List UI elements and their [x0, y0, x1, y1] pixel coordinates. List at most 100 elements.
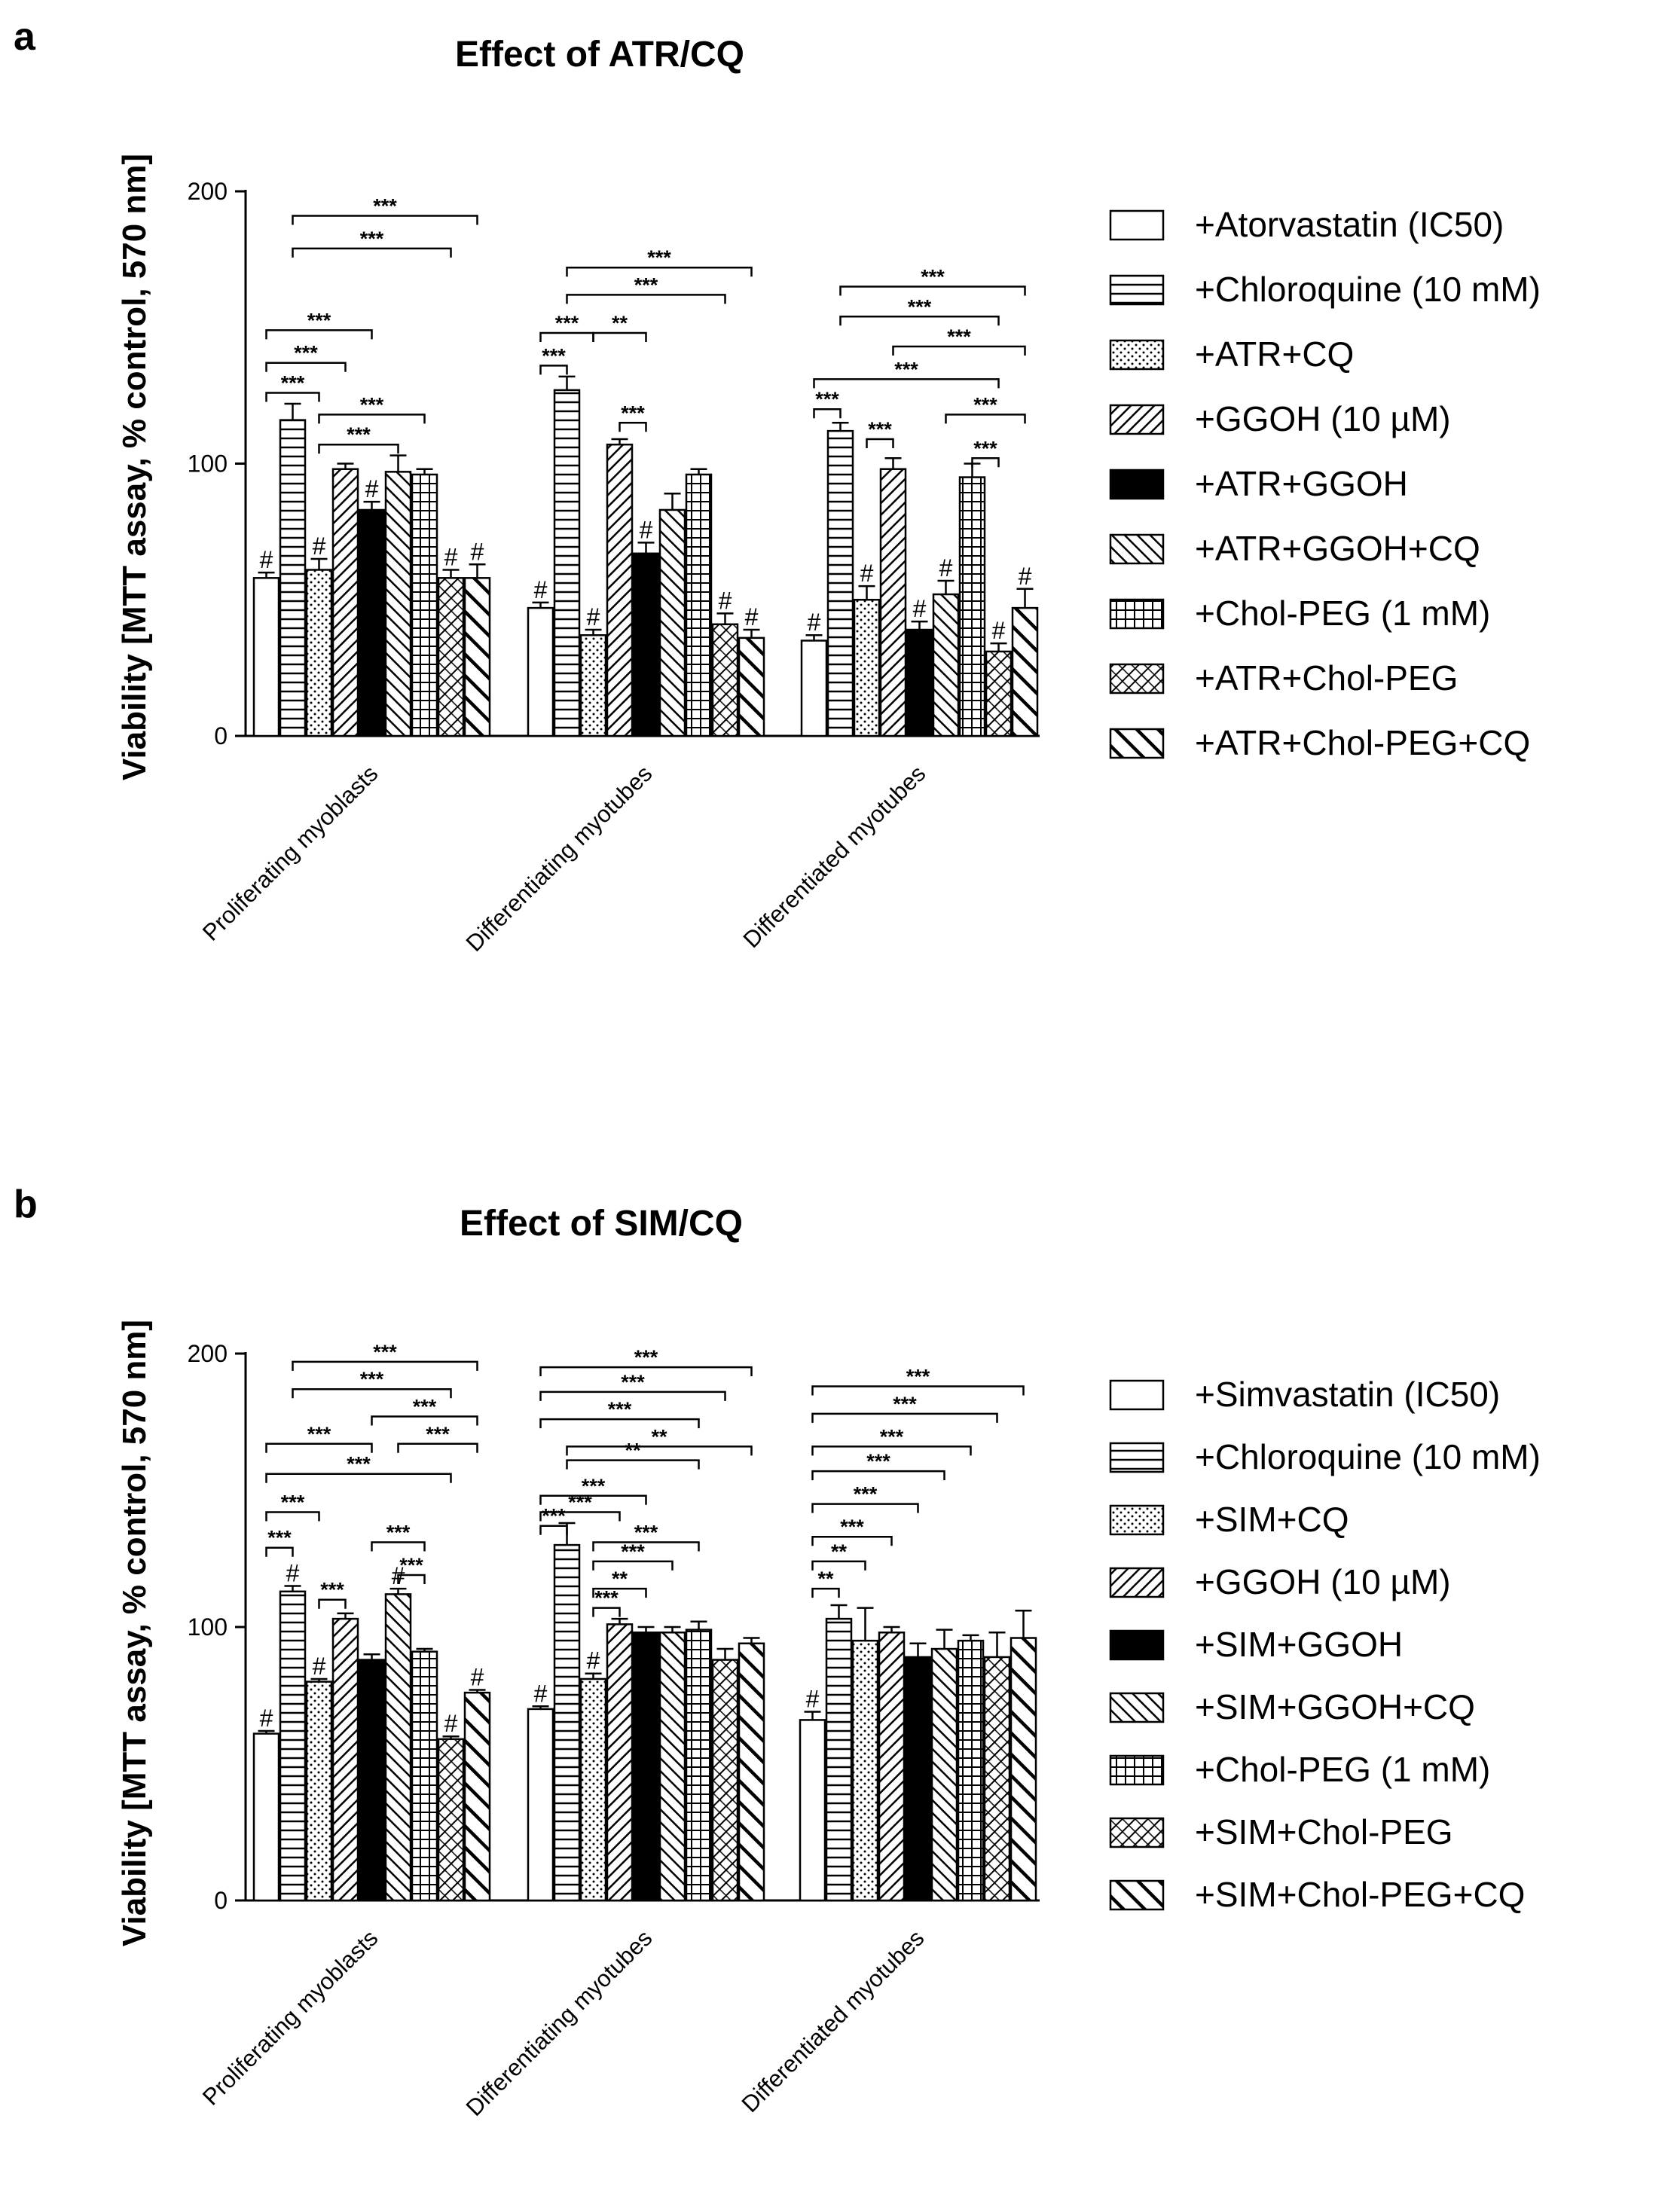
significance-hash: # — [640, 516, 653, 543]
category-label: Proliferating myoblasts — [197, 760, 383, 945]
bar-ggoh-10-m — [879, 468, 907, 737]
legend-label: +Chloroquine (10 mM) — [1195, 270, 1541, 309]
significance-hash: # — [992, 617, 1006, 644]
bar-simvastatin-ic50 — [527, 1708, 554, 1902]
panel-b-letter: b — [14, 1183, 38, 1226]
legend-swatch — [1109, 728, 1165, 759]
bar-sim-ggoh-cq — [658, 1632, 686, 1902]
panel-a-plot: 0100200################*****************… — [188, 178, 1040, 957]
significance-label: *** — [399, 1554, 423, 1577]
significance-bracket — [265, 1511, 320, 1522]
significance-label: *** — [373, 195, 397, 218]
legend-label: +ATR+Chol-PEG — [1195, 658, 1458, 698]
bar-atr-ggoh-cq — [658, 508, 686, 737]
panel-a-y-axis-label: Viability [MTT assay, % control, 570 nm] — [116, 154, 153, 780]
legend-item-simvastatin-ic50: +Simvastatin (IC50) — [1109, 1375, 1500, 1414]
legend-item-atorvastatin-ic50: +Atorvastatin (IC50) — [1109, 205, 1504, 244]
significance-hash: # — [286, 1560, 300, 1587]
significance-bracket — [566, 1459, 700, 1470]
bar-atr-chol-peg — [711, 623, 739, 737]
significance-label: *** — [347, 1453, 371, 1476]
significance-bracket — [397, 1574, 426, 1585]
significance-label: ** — [651, 1425, 667, 1448]
significance-label: *** — [281, 372, 305, 395]
significance-label: *** — [307, 1423, 331, 1445]
legend-swatch — [1109, 1817, 1165, 1848]
significance-hash: # — [260, 546, 273, 573]
panel-b: b Effect of SIM/CQ Viability [MTT assay,… — [14, 1183, 1541, 2121]
bar-atr-ggoh — [906, 628, 933, 737]
significance-label: ** — [612, 1568, 628, 1590]
significance-label: *** — [880, 1425, 904, 1448]
significance-bracket — [566, 1445, 753, 1456]
panel-b-y-axis-label: Viability [MTT assay, % control, 570 nm] — [116, 1320, 153, 1946]
legend-label: +Chol-PEG (1 mM) — [1195, 1750, 1490, 1789]
significance-label: *** — [413, 1395, 437, 1418]
significance-label: *** — [866, 1450, 890, 1473]
bar-chloroquine-10-mm — [553, 1543, 581, 1902]
significance-label: *** — [373, 1341, 397, 1363]
significance-label: *** — [906, 1366, 930, 1388]
category-label: Differentiated myotubes — [737, 1925, 930, 2117]
significance-bracket — [539, 365, 568, 375]
significance-label: *** — [267, 1527, 292, 1549]
bar-chol-peg-1-mm — [958, 476, 986, 737]
bar-chol-peg-1-mm — [957, 1639, 985, 1902]
bar-sim-chol-peg — [437, 1738, 465, 1902]
significance-label: *** — [634, 1521, 658, 1543]
significance-label: *** — [386, 1521, 411, 1543]
significance-label: *** — [621, 1371, 645, 1394]
legend-swatch — [1109, 663, 1165, 694]
significance-bracket — [811, 1503, 919, 1513]
legend-swatch — [1109, 1754, 1165, 1786]
significance-bracket — [265, 362, 347, 372]
significance-label: *** — [634, 273, 658, 296]
significance-bracket — [811, 1412, 998, 1423]
bar-chloroquine-10-mm — [825, 1617, 853, 1902]
significance-bracket — [539, 1418, 700, 1429]
panel-a: a Effect of ATR/CQ Viability [MTT assay,… — [14, 15, 1541, 957]
bar-sim-ggoh — [632, 1632, 660, 1902]
significance-hash: # — [745, 603, 759, 630]
significance-hash: # — [365, 475, 379, 502]
significance-label: *** — [973, 437, 997, 459]
legend-item-atr-cq: +ATR+CQ — [1109, 334, 1354, 374]
significance-label: *** — [608, 1398, 632, 1421]
legend-label: +GGOH (10 µM) — [1195, 1562, 1451, 1601]
significance-bracket — [292, 215, 478, 225]
panel-a-title: Effect of ATR/CQ — [455, 35, 744, 75]
significance-bracket — [839, 285, 1026, 296]
significance-bracket — [592, 331, 647, 342]
significance-label: *** — [582, 1475, 606, 1497]
significance-bracket — [811, 1445, 972, 1456]
significance-hash: # — [260, 1705, 273, 1732]
legend-label: +SIM+CQ — [1195, 1500, 1349, 1539]
legend-label: +Atorvastatin (IC50) — [1195, 205, 1504, 244]
bar-sim-chol-peg — [711, 1659, 739, 1902]
significance-hash: # — [534, 576, 548, 603]
legend-swatch — [1109, 339, 1165, 371]
legend-swatch — [1109, 469, 1165, 500]
significance-label: *** — [973, 393, 997, 416]
bar-sim-ggoh — [904, 1656, 932, 1902]
legend-item-chloroquine-10-mm: +Chloroquine (10 mM) — [1109, 270, 1541, 309]
bar-ggoh-10-m — [606, 1623, 634, 1902]
bar-sim-ggoh-cq — [930, 1647, 958, 1902]
significance-bracket — [945, 414, 1026, 424]
legend-item-atr-chol-peg: +ATR+Chol-PEG — [1109, 658, 1458, 698]
significance-hash: # — [471, 538, 484, 565]
bar-ggoh-10-m — [878, 1632, 906, 1902]
y-tick-label: 0 — [214, 722, 228, 749]
legend-swatch — [1109, 404, 1165, 435]
legend-item-sim-cq: +SIM+CQ — [1109, 1500, 1349, 1539]
significance-hash: # — [913, 595, 927, 622]
bar-ggoh-10-m — [331, 468, 359, 737]
bar-sim-chol-peg-cq — [1010, 1637, 1037, 1902]
bar-atr-chol-peg-cq — [738, 636, 765, 737]
category-label: Differentiating myotubes — [461, 1925, 658, 2121]
legend-label: +Simvastatin (IC50) — [1195, 1375, 1500, 1414]
legend-swatch — [1109, 1567, 1165, 1598]
legend-swatch — [1109, 1879, 1165, 1911]
significance-bracket — [539, 1525, 568, 1535]
